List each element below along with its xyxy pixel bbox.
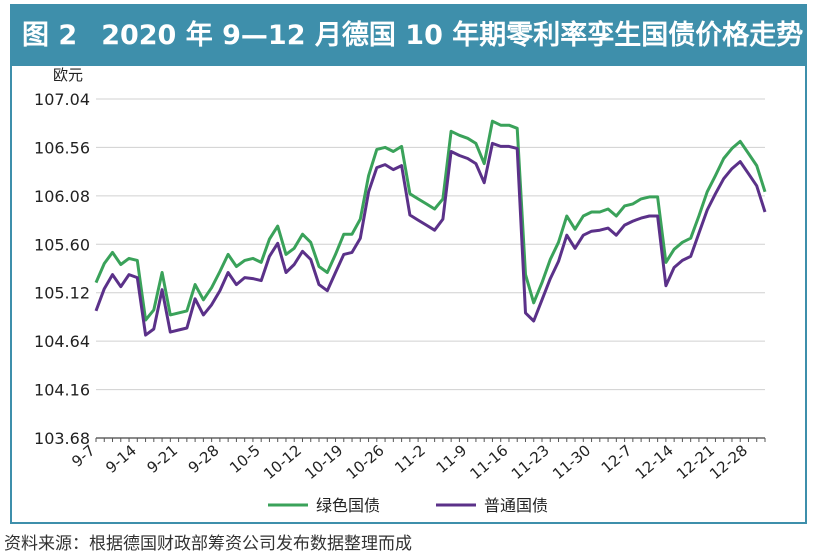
x-tick-label: 10-19	[301, 441, 346, 483]
x-tick-label: 10-26	[343, 441, 388, 483]
x-tick-label: 12-28	[706, 441, 751, 483]
x-tick-label: 11-23	[508, 441, 553, 483]
y-tick-label: 105.60	[34, 235, 90, 254]
price-trend-chart: 107.04 106.56 106.08 105.60 105.12 104.64 104.…	[34, 66, 767, 515]
x-tick-label: 11-2	[391, 441, 429, 477]
y-tick-label: 106.56	[34, 138, 90, 157]
x-tick-label: 12-14	[632, 441, 677, 483]
series-layer	[94, 119, 767, 337]
series-line-conventional-bond	[94, 141, 767, 337]
x-tick-label: 9-14	[102, 441, 140, 477]
y-tick-label: 104.64	[34, 332, 90, 351]
x-tick-label: 12-7	[598, 441, 636, 477]
y-tick-label: 107.04	[34, 90, 90, 109]
y-tick-label: 105.12	[34, 284, 90, 303]
x-tick-label: 10-5	[226, 441, 264, 477]
source-note: 资料来源：根据德国财政部筹资公司发布数据整理而成	[4, 534, 412, 554]
legend-label: 普通国债	[484, 496, 548, 515]
y-tick-label: 104.16	[34, 381, 90, 400]
x-tick-label: 11-16	[467, 441, 512, 483]
axes-layer: 107.04 106.56 106.08 105.60 105.12 104.64 104.…	[34, 66, 766, 483]
y-axis-label: 欧元	[53, 66, 83, 84]
figure-frame: 图 2 2020 年 9—12 月德国 10 年期零利率孪生国债价格走势	[10, 4, 807, 524]
x-tick-label: 9-21	[144, 441, 182, 477]
legend: 绿色国债 普通国债	[268, 496, 548, 515]
x-tick-label: 9-28	[185, 441, 223, 477]
legend-label: 绿色国债	[316, 496, 380, 515]
x-tick-label: 11-30	[549, 441, 594, 483]
y-tick-label: 106.08	[34, 187, 90, 206]
figure-title: 2020 年 9—12 月德国 10 年期零利率孪生国债价格走势	[101, 20, 804, 51]
x-tick-label: 11-9	[433, 441, 471, 477]
x-tick-label: 10-12	[260, 441, 305, 483]
figure-label: 图 2	[22, 20, 78, 51]
y-tick-label: 103.68	[34, 429, 90, 448]
series-line-green-bond	[94, 119, 767, 322]
figure-title-bar: 图 2 2020 年 9—12 月德国 10 年期零利率孪生国债价格走势	[12, 6, 805, 66]
